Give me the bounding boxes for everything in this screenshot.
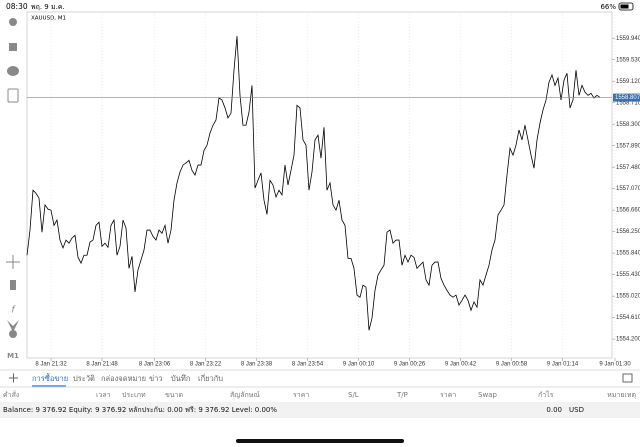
add-button[interactable]: [9, 373, 18, 383]
y-tick-label: 1554.200: [616, 337, 640, 343]
new-order-icon[interactable]: [7, 88, 19, 103]
home-indicator: [236, 439, 404, 443]
column-header: คำสั่ง: [3, 390, 19, 399]
tab[interactable]: กล่องจดหมาย: [101, 374, 146, 383]
y-tick-label: 1557.070: [616, 186, 640, 192]
tab[interactable]: เกี่ยวกับ: [198, 373, 223, 383]
tab[interactable]: การซื้อขาย: [32, 373, 68, 383]
current-price-label: 1558.807: [615, 95, 640, 101]
y-tick-label: 1559.940: [616, 36, 640, 42]
crosshair-icon[interactable]: [6, 255, 20, 269]
column-header: S/L: [348, 391, 359, 399]
chart-type-icon[interactable]: [10, 280, 16, 290]
x-tick-label: 9 Jan 00:42: [445, 362, 477, 368]
x-tick-label: 8 Jan 23:54: [292, 362, 324, 368]
y-tick-label: 1557.890: [616, 143, 640, 149]
chart-title: XAUUSD, M1: [31, 16, 66, 22]
column-header: สัญลักษณ์: [230, 391, 260, 399]
x-tick-label: 9 Jan 01:14: [547, 362, 579, 368]
column-header: หมายเหตุ: [607, 391, 636, 399]
layout-button[interactable]: [622, 373, 633, 383]
battery-level: [620, 4, 629, 9]
tab[interactable]: ประวัติ: [73, 374, 95, 383]
indicator-icon[interactable]: f: [11, 306, 16, 316]
y-tick-label: 1556.250: [616, 229, 640, 235]
objects-icon[interactable]: [7, 320, 19, 332]
currency: USD: [569, 406, 584, 414]
account-icon[interactable]: [9, 18, 17, 26]
total-profit: 0.00: [546, 406, 562, 414]
y-tick-label: 1555.430: [616, 272, 640, 278]
y-tick-label: 1555.020: [616, 294, 640, 300]
column-header: เวลา: [96, 391, 111, 399]
column-header: ราคา: [440, 391, 456, 399]
account-summary: Balance: 9 376.92 Equity: 9 376.92 หลักป…: [3, 406, 277, 414]
tab[interactable]: ข่าว: [149, 374, 163, 383]
table-header: คำสั่ง เวลา ประเภท ขนาด สัญลักษณ์ ราคา S/L T/P ร…: [3, 390, 636, 399]
plot: 1559.940 1559.530 1559.120 1558.710 1558.300…: [26, 12, 640, 368]
balance-row: [0, 402, 640, 418]
battery-icon: [618, 2, 634, 11]
trade-icon[interactable]: [9, 43, 17, 51]
y-tick-label: 1554.610: [616, 315, 640, 321]
battery-label: 66%: [600, 3, 616, 11]
x-tick-label: 9 Jan 00:26: [394, 362, 426, 368]
price-line: [26, 36, 601, 331]
x-tick-label: 9 Jan 00:58: [496, 362, 528, 368]
y-tick-label: 1557.480: [616, 165, 640, 171]
x-tick-label: 8 Jan 23:22: [190, 362, 222, 368]
status-date: พฤ. 9 ม.ค.: [31, 3, 65, 11]
left-toolbar: f: [6, 18, 20, 338]
y-tick-label: 1555.840: [616, 251, 640, 257]
templates-icon[interactable]: [9, 330, 17, 338]
y-tick-label: 1558.710: [616, 100, 640, 106]
y-tick-label: 1559.530: [616, 57, 640, 63]
column-header: กำไร: [538, 390, 554, 399]
column-header: ราคา: [293, 391, 309, 399]
status-time: 08:30: [6, 2, 28, 11]
tab-bar: การซื้อขาย ประวัติ กล่องจดหมาย ข่าว บันทึก เก…: [32, 373, 223, 387]
chart-frame: [26, 11, 613, 359]
y-tick-label: 1559.120: [616, 79, 640, 85]
x-tick-label: 8 Jan 23:38: [241, 362, 273, 368]
current-price-box: [613, 93, 640, 102]
x-tick-label: 9 Jan 00:10: [343, 362, 375, 368]
x-tick-label: 9 Jan 01:30: [599, 362, 631, 368]
chat-icon[interactable]: [7, 66, 19, 76]
y-tick-label: 1558.300: [616, 122, 640, 128]
x-tick-label: 8 Jan 21:32: [35, 362, 67, 368]
y-tick-label: 1556.660: [616, 208, 640, 214]
x-tick-label: 8 Jan 23:06: [139, 362, 171, 368]
timeframe-button[interactable]: M1: [7, 352, 19, 360]
column-header: T/P: [396, 391, 408, 399]
column-header: ขนาด: [165, 391, 183, 399]
column-header: Swap: [478, 391, 497, 399]
column-header: ประเภท: [122, 391, 146, 399]
x-tick-label: 8 Jan 21:48: [86, 362, 118, 368]
tab[interactable]: บันทึก: [171, 374, 190, 383]
